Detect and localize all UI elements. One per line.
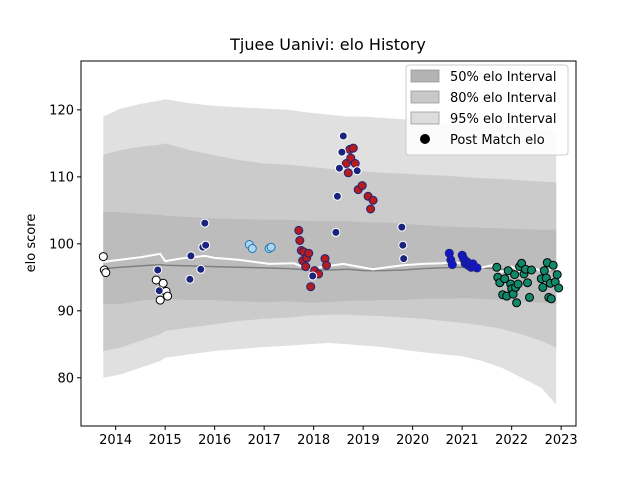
post-match-point <box>552 270 562 280</box>
post-match-point <box>247 244 257 253</box>
x-tick-label: 2017 <box>248 433 281 448</box>
y-tick-label: 110 <box>49 170 74 185</box>
post-match-point <box>153 265 163 275</box>
post-match-point <box>492 262 502 272</box>
post-match-point <box>554 283 564 293</box>
post-match-point <box>357 181 367 191</box>
post-match-point <box>368 195 378 205</box>
post-match-point <box>98 252 108 262</box>
post-match-point <box>196 264 206 274</box>
legend-swatch <box>410 111 440 125</box>
post-match-point <box>294 225 304 235</box>
post-match-point <box>332 191 342 201</box>
post-match-point <box>337 147 347 157</box>
post-match-point <box>447 260 457 270</box>
median-line <box>103 263 557 272</box>
y-tick-label: 100 <box>49 237 74 252</box>
post-match-point <box>301 262 311 272</box>
legend-box <box>405 64 569 156</box>
x-tick-label: 2020 <box>396 433 429 448</box>
y-axis-label: elo score <box>24 214 39 273</box>
post-match-point <box>398 240 408 250</box>
post-match-point <box>200 218 210 228</box>
x-tick-label: 2018 <box>297 433 330 448</box>
post-match-point <box>366 204 376 214</box>
post-match-point <box>322 260 331 270</box>
y-tick-label: 90 <box>57 304 74 319</box>
x-tick-label: 2023 <box>545 433 578 448</box>
post-match-point <box>158 278 168 288</box>
x-tick-label: 2019 <box>347 433 380 448</box>
post-match-point <box>512 298 522 308</box>
x-tick-label: 2016 <box>198 433 231 448</box>
y-tick-label: 80 <box>57 371 74 386</box>
axes: 2014 2015 2016 2017 2018 2019 2020 2021 2022 2023… <box>49 60 578 448</box>
post-match-point <box>539 266 549 276</box>
legend-label: Post Match elo <box>450 133 545 148</box>
post-match-point <box>503 266 513 276</box>
post-match-point <box>306 282 316 292</box>
post-match-point <box>154 286 164 296</box>
post-match-point <box>399 254 409 264</box>
post-match-point <box>546 294 556 304</box>
post-match-point <box>343 168 353 178</box>
band-50 <box>103 211 557 305</box>
post-match-point <box>304 248 314 258</box>
post-match-point <box>266 242 276 252</box>
post-match-point <box>538 282 548 292</box>
post-match-point <box>352 166 362 176</box>
post-match-point <box>295 236 305 245</box>
legend-marker <box>420 134 430 144</box>
post-match-point <box>348 143 358 153</box>
post-match-point <box>523 278 532 288</box>
plot-area <box>98 99 564 405</box>
post-match-point <box>350 159 360 168</box>
post-match-point <box>101 268 111 278</box>
post-match-point <box>201 240 211 250</box>
legend-swatch <box>410 69 440 83</box>
legend-label: 95% elo Interval <box>450 112 557 127</box>
post-match-point <box>510 270 520 280</box>
post-match-point <box>331 227 341 237</box>
post-match-point <box>338 131 348 141</box>
post-match-point <box>334 163 344 173</box>
post-match-point <box>513 279 523 289</box>
legend-label: 80% elo Interval <box>450 91 557 106</box>
post-match-point <box>163 291 173 301</box>
y-tick-label: 120 <box>49 103 74 118</box>
x-tick-label: 2015 <box>149 433 182 448</box>
post-match-point <box>185 274 195 284</box>
legend: 50% elo Interval 80% elo Interval 95% elo … <box>405 64 569 156</box>
post-match-point <box>500 274 510 284</box>
chart-title: Tjuee Uanivi: elo History <box>229 35 426 54</box>
post-match-point <box>155 295 165 305</box>
post-match-point <box>525 292 534 302</box>
x-tick-label: 2022 <box>495 433 528 448</box>
post-match-point <box>186 251 196 261</box>
post-match-point <box>397 222 407 232</box>
post-match-point <box>472 263 482 273</box>
x-tick-label: 2014 <box>99 433 132 448</box>
post-match-point <box>527 265 536 275</box>
post-match-point <box>548 260 558 270</box>
legend-label: 50% elo Interval <box>450 70 557 85</box>
legend-swatch <box>410 90 440 104</box>
x-tick-label: 2021 <box>446 433 479 448</box>
post-match-point <box>308 271 318 281</box>
